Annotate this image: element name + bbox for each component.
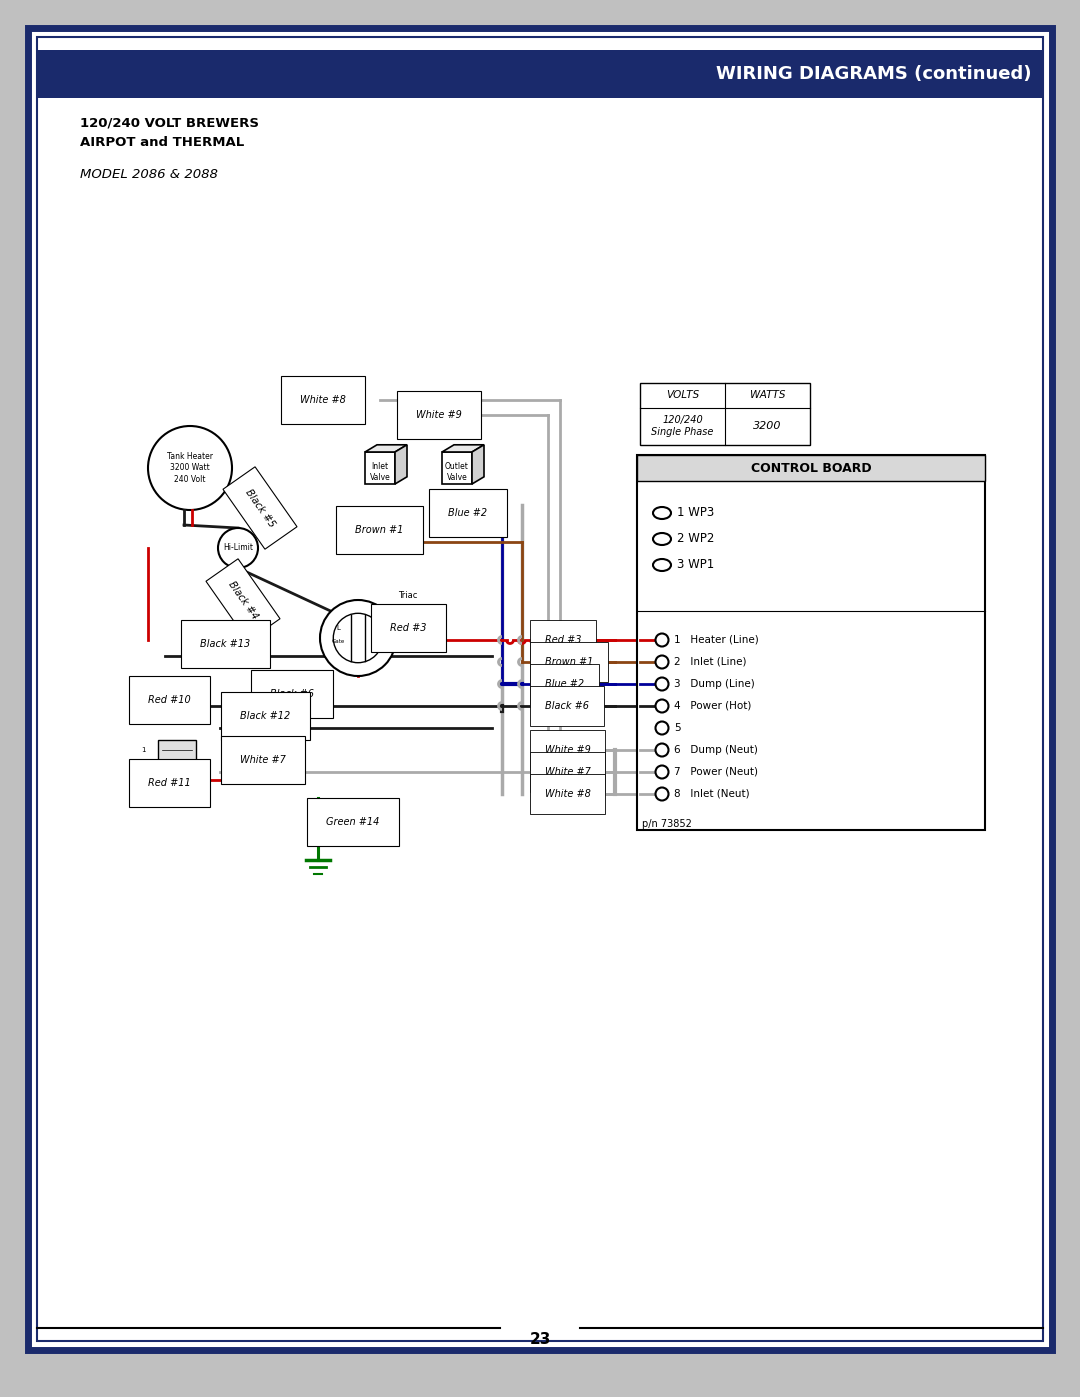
Bar — [158, 740, 195, 798]
Text: Line: Line — [372, 638, 384, 644]
Circle shape — [218, 528, 258, 569]
Text: Black #6: Black #6 — [270, 689, 314, 698]
Ellipse shape — [653, 559, 671, 571]
Ellipse shape — [653, 507, 671, 520]
Text: Blue #2: Blue #2 — [545, 679, 584, 689]
Text: 3: 3 — [141, 782, 146, 789]
Circle shape — [334, 613, 382, 662]
Text: 3   Dump (Line): 3 Dump (Line) — [674, 679, 755, 689]
Text: WATTS: WATTS — [750, 390, 785, 400]
Text: White #7: White #7 — [240, 754, 286, 766]
Text: 1 WP3: 1 WP3 — [677, 507, 714, 520]
Polygon shape — [395, 444, 407, 483]
Circle shape — [320, 599, 396, 676]
Text: Outlet
Valve: Outlet Valve — [445, 462, 469, 482]
Bar — [640, 383, 810, 446]
Text: Gate: Gate — [332, 638, 345, 644]
Circle shape — [656, 788, 669, 800]
Text: Blue #2: Blue #2 — [448, 509, 487, 518]
Text: MODEL 2086 & 2088: MODEL 2086 & 2088 — [80, 169, 218, 182]
Text: 3200: 3200 — [753, 420, 782, 432]
Text: 6   Dump (Neut): 6 Dump (Neut) — [674, 745, 758, 754]
Text: AIRPOT and THERMAL: AIRPOT and THERMAL — [80, 137, 244, 149]
Text: p/n 73852: p/n 73852 — [642, 819, 692, 828]
Text: White #9: White #9 — [545, 745, 591, 754]
Text: Red #11: Red #11 — [148, 778, 191, 788]
Text: Tank Heater
3200 Watt
240 Volt: Tank Heater 3200 Watt 240 Volt — [167, 451, 213, 485]
Circle shape — [656, 678, 669, 690]
Text: Hi-Limit: Hi-Limit — [222, 543, 253, 552]
Text: 1: 1 — [141, 747, 146, 753]
Bar — [442, 453, 472, 483]
Text: WIRING DIAGRAMS (continued): WIRING DIAGRAMS (continued) — [716, 66, 1032, 82]
Bar — [37, 50, 1043, 98]
Text: Red #3: Red #3 — [390, 623, 427, 633]
Text: Black #6: Black #6 — [545, 701, 589, 711]
Circle shape — [148, 426, 232, 510]
Text: 3 WP1: 3 WP1 — [677, 559, 714, 571]
Circle shape — [656, 721, 669, 735]
Polygon shape — [365, 444, 407, 453]
Circle shape — [656, 655, 669, 669]
Text: 1   Heater (Line): 1 Heater (Line) — [674, 636, 759, 645]
Text: White #7: White #7 — [545, 767, 591, 777]
Text: 120/240 VOLT BREWERS: 120/240 VOLT BREWERS — [80, 116, 259, 130]
Bar — [365, 453, 395, 483]
Text: L: L — [376, 624, 380, 631]
Text: 8   Inlet (Neut): 8 Inlet (Neut) — [674, 789, 750, 799]
Text: Black #5: Black #5 — [243, 488, 276, 529]
Text: Red #10: Red #10 — [148, 694, 191, 705]
Bar — [637, 455, 985, 830]
Text: Black #13: Black #13 — [200, 638, 251, 650]
Circle shape — [656, 700, 669, 712]
Polygon shape — [442, 444, 484, 453]
Text: 23: 23 — [529, 1333, 551, 1348]
Text: Brown #1: Brown #1 — [355, 525, 403, 535]
Text: 120/240
Single Phase: 120/240 Single Phase — [651, 415, 714, 437]
Text: CONTROL BOARD: CONTROL BOARD — [751, 461, 872, 475]
Text: Triac: Triac — [399, 591, 417, 599]
Circle shape — [656, 766, 669, 778]
Text: Black #4: Black #4 — [227, 580, 259, 620]
Text: 2: 2 — [141, 771, 146, 777]
Bar — [637, 455, 985, 481]
Text: 4   Power (Hot): 4 Power (Hot) — [674, 701, 752, 711]
Circle shape — [656, 633, 669, 647]
Text: Red #3: Red #3 — [545, 636, 581, 645]
Polygon shape — [472, 444, 484, 483]
Text: L: L — [336, 624, 340, 631]
Text: Inlet
Valve: Inlet Valve — [369, 462, 390, 482]
Text: 2 WP2: 2 WP2 — [677, 532, 714, 545]
Text: Brown #1: Brown #1 — [545, 657, 593, 666]
Text: Green #14: Green #14 — [326, 817, 379, 827]
Text: 7   Power (Neut): 7 Power (Neut) — [674, 767, 758, 777]
Text: 2   Inlet (Line): 2 Inlet (Line) — [674, 657, 746, 666]
Ellipse shape — [653, 534, 671, 545]
Text: White #8: White #8 — [300, 395, 346, 405]
Text: VOLTS: VOLTS — [666, 390, 699, 400]
Text: White #8: White #8 — [545, 789, 591, 799]
Text: 5: 5 — [674, 724, 680, 733]
Text: Black #12: Black #12 — [240, 711, 291, 721]
Text: White #9: White #9 — [416, 409, 462, 420]
Circle shape — [656, 743, 669, 757]
Text: 4: 4 — [141, 759, 146, 766]
